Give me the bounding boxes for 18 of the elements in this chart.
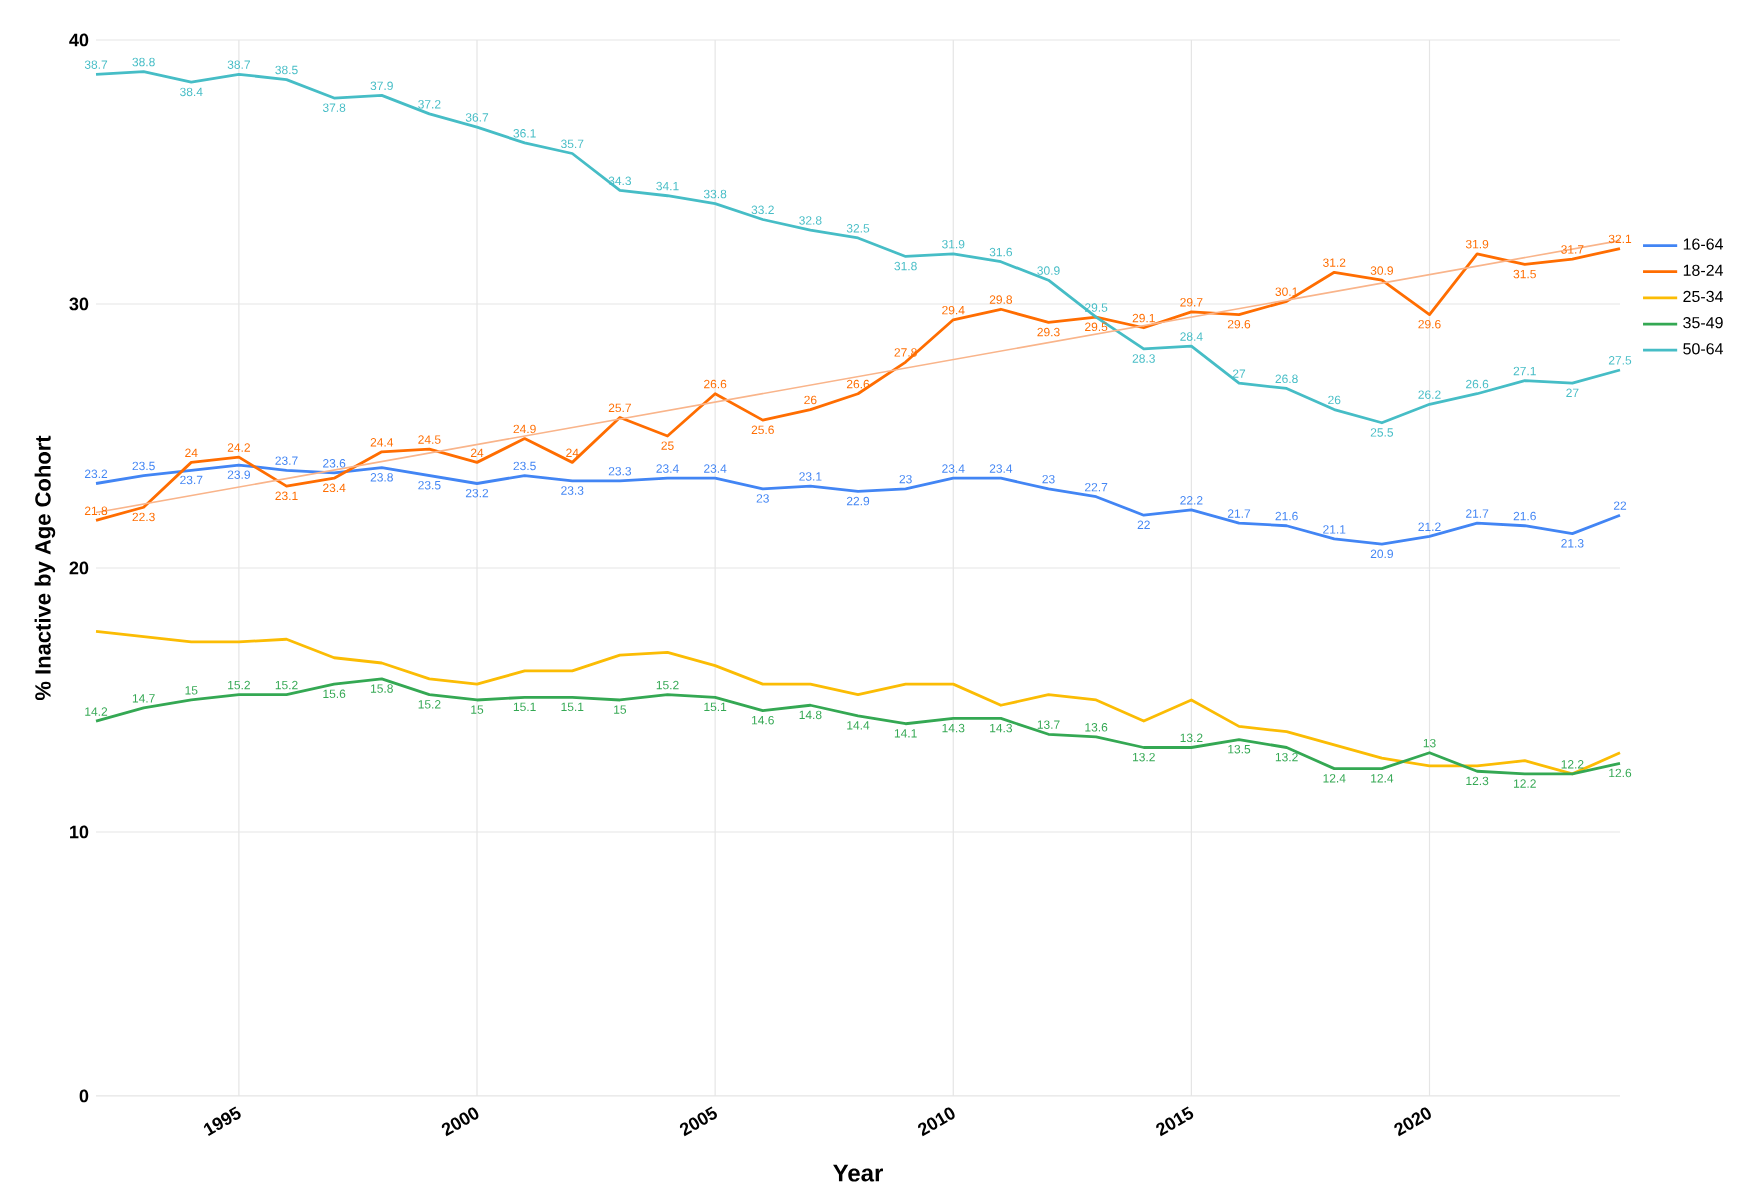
y-tick-label: 10 — [70, 825, 89, 839]
x-tick-label: 2005 — [679, 1106, 717, 1137]
y-tick-label: 40 — [69, 33, 89, 47]
legend-label: 16-64 — [1683, 238, 1724, 250]
x-tick-label: 2020 — [1394, 1107, 1431, 1137]
x-tick-label: 1995 — [203, 1106, 241, 1136]
legend-label: 50-64 — [1683, 343, 1724, 355]
x-axis-title: Year — [833, 1164, 883, 1182]
x-tick-label: 2010 — [918, 1107, 955, 1137]
y-tick-label: 30 — [69, 297, 89, 311]
y-tick-label: 0 — [79, 1089, 89, 1103]
x-tick-label: 2015 — [1156, 1106, 1194, 1137]
x-tick-label: 2000 — [441, 1107, 479, 1137]
y-tick-label: 20 — [69, 561, 89, 575]
legend-label: 35-49 — [1683, 316, 1723, 329]
legend-label: 18-24 — [1683, 264, 1724, 276]
legend-label: 25-34 — [1683, 290, 1724, 303]
y-axis-title: % Inactive by Age Cohort — [34, 435, 56, 701]
